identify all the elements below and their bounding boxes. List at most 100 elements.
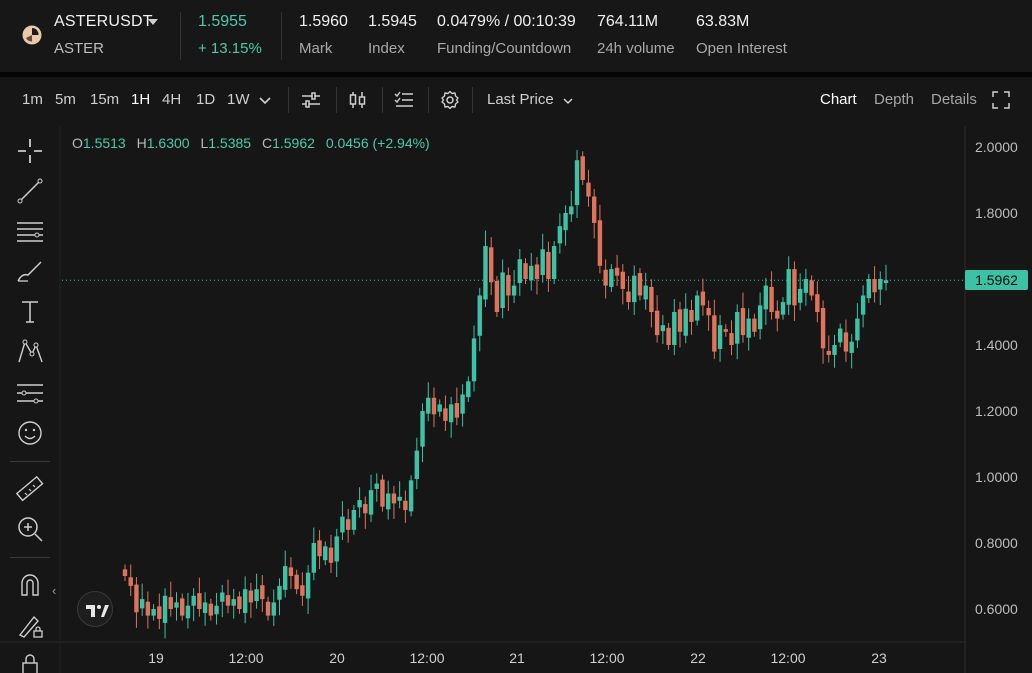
- candle-body: [752, 318, 757, 332]
- candle-body: [677, 309, 683, 332]
- tab-chart[interactable]: Chart: [820, 91, 857, 108]
- header-divider: [281, 12, 282, 60]
- chevron-down-icon[interactable]: [562, 96, 574, 106]
- timeframe-15m[interactable]: 15m: [90, 91, 120, 108]
- candle-body: [260, 585, 265, 600]
- horizontal-lines-tool-icon[interactable]: [14, 215, 46, 247]
- indicator-settings-icon[interactable]: [300, 90, 322, 110]
- symbol-dropdown-icon[interactable]: [148, 19, 158, 25]
- timeframe-1h[interactable]: 1H: [131, 91, 151, 108]
- toolbar-divider: [472, 87, 473, 113]
- candle-body: [529, 265, 534, 281]
- lock-drawing-icon[interactable]: [14, 609, 46, 641]
- tab-depth[interactable]: Depth: [874, 91, 915, 108]
- candle-body: [225, 595, 231, 606]
- candle-body: [443, 408, 448, 421]
- price-source-select[interactable]: Last Price: [487, 91, 554, 108]
- candle-body: [809, 280, 814, 296]
- index-price-value: 1.5945: [368, 13, 417, 30]
- candle-body: [134, 584, 139, 613]
- candle-body: [334, 536, 339, 562]
- candle-body: [672, 312, 677, 345]
- candle-body: [368, 490, 374, 515]
- candle-body: [563, 213, 568, 231]
- timeframe-5m[interactable]: 5m: [55, 91, 76, 108]
- candle-body: [328, 547, 334, 563]
- candle-body: [666, 327, 671, 345]
- candle-body: [603, 269, 608, 286]
- candle-body: [517, 259, 523, 283]
- candle-body: [426, 397, 431, 414]
- fullscreen-icon[interactable]: [992, 91, 1010, 109]
- x-axis-tick: 23: [871, 650, 887, 666]
- candle-body: [717, 325, 723, 349]
- crosshair-tool-icon[interactable]: [14, 135, 46, 167]
- candle-body: [386, 493, 391, 510]
- magnet-icon[interactable]: [14, 569, 46, 601]
- collapse-toolbar-icon[interactable]: ‹: [52, 583, 57, 598]
- ohlc-high: 1.6300: [146, 135, 190, 151]
- tools-divider: [10, 557, 50, 558]
- candle-body: [694, 295, 700, 321]
- symbol-base-asset: ASTER: [54, 40, 105, 57]
- y-axis-tick: 1.0000: [975, 469, 1018, 485]
- candle-body: [345, 519, 351, 530]
- candle-body: [551, 246, 557, 279]
- candle-body: [500, 272, 505, 309]
- candle-body: [546, 251, 551, 279]
- pattern-tool-icon[interactable]: [14, 335, 46, 367]
- candle-body: [157, 606, 162, 619]
- candle-body: [729, 333, 734, 345]
- text-tool-icon[interactable]: [14, 295, 46, 327]
- candle-body: [168, 597, 173, 609]
- timeframe-1d[interactable]: 1D: [196, 91, 216, 108]
- candle-body: [706, 308, 711, 316]
- candle-body: [654, 310, 660, 336]
- candle-body: [363, 504, 368, 514]
- timeframe-4h[interactable]: 4H: [162, 91, 182, 108]
- y-axis-tick: 1.2000: [975, 403, 1018, 419]
- candle-body: [569, 206, 574, 215]
- gear-icon[interactable]: [439, 90, 461, 110]
- lock-icon[interactable]: [14, 649, 46, 673]
- candle-body: [712, 315, 717, 352]
- brush-tool-icon[interactable]: [14, 255, 46, 287]
- candle-body: [448, 404, 454, 423]
- indicators-list-icon[interactable]: [393, 90, 415, 110]
- candle-body: [740, 308, 746, 336]
- chevron-down-icon[interactable]: [258, 96, 272, 106]
- ohlc-high-label: H: [136, 135, 147, 151]
- zoom-in-icon[interactable]: [14, 513, 46, 545]
- candle-body: [477, 295, 482, 336]
- candlestick-type-icon[interactable]: [347, 90, 369, 110]
- funding-label: Funding/Countdown: [437, 40, 572, 57]
- candle-body: [878, 279, 883, 290]
- ohlc-low-label: L: [200, 135, 209, 151]
- emoji-tool-icon[interactable]: [14, 417, 46, 449]
- trend-line-tool-icon[interactable]: [14, 175, 46, 207]
- symbol-name[interactable]: ASTERUSDT: [54, 13, 153, 30]
- fibonacci-tool-icon[interactable]: [14, 377, 46, 409]
- candle-body: [294, 574, 299, 590]
- candle-body: [460, 394, 465, 414]
- tab-details[interactable]: Details: [931, 91, 977, 108]
- tradingview-logo-icon[interactable]: [77, 591, 113, 627]
- timeframe-1m[interactable]: 1m: [22, 91, 43, 108]
- ohlc-open-label: O: [72, 135, 83, 151]
- candle-body: [860, 295, 866, 315]
- candle-body: [277, 585, 282, 600]
- candle-body: [557, 226, 563, 244]
- timeframe-1w[interactable]: 1W: [227, 91, 250, 108]
- candle-body: [803, 279, 809, 293]
- x-axis-tick: 12:00: [409, 650, 445, 666]
- candle-body: [775, 310, 780, 319]
- candle-body: [797, 288, 803, 303]
- x-axis-tick: 21: [509, 650, 525, 666]
- ohlc-close-label: C: [261, 135, 273, 151]
- ruler-tool-icon[interactable]: [14, 473, 46, 505]
- aster-logo-icon: [22, 25, 42, 45]
- candle-body: [357, 500, 362, 508]
- candle-body: [408, 480, 414, 512]
- candle-body: [591, 196, 597, 223]
